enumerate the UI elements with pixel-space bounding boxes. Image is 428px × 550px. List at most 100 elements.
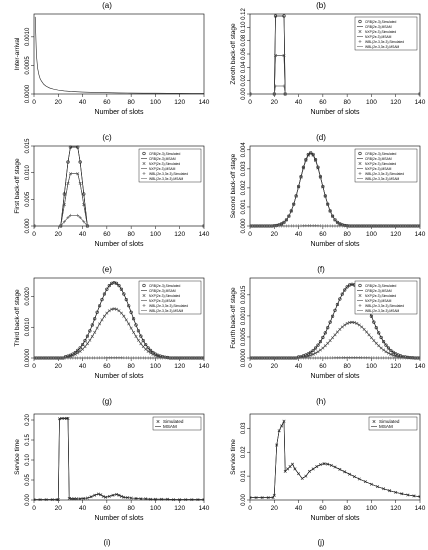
legend-box — [368, 416, 418, 431]
legend-entry: WBL(2e-3,3e-3),Simulated — [149, 172, 188, 176]
x-tick-label: 0 — [248, 363, 252, 370]
data-point — [323, 331, 327, 335]
data-point — [97, 304, 102, 308]
chart-c: 0 20 40 60 80 100 120 140 0.000 0.005 0.010 0.015 Nu… — [14, 138, 210, 248]
x-tick-label: 100 — [366, 505, 377, 512]
x-tick-label: 120 — [174, 363, 185, 370]
x-tick-label: 140 — [415, 363, 426, 370]
data-point — [93, 317, 97, 321]
data-point — [321, 335, 325, 340]
data-point — [289, 209, 293, 213]
y-axis-label: Third back-off stage — [14, 289, 21, 347]
x-tick-label: 100 — [150, 99, 161, 106]
series-group — [250, 419, 420, 500]
x-tick-label: 140 — [199, 99, 210, 106]
y-tick-label: 0.0000 — [25, 84, 31, 103]
legend-swatch — [372, 419, 376, 424]
series-line — [250, 55, 420, 95]
y-tick-label: 0.10 — [25, 454, 31, 466]
panel-label-e: (e) — [102, 265, 112, 274]
x-tick-label: 120 — [174, 505, 185, 512]
x-tick-label: 100 — [366, 363, 377, 370]
y-tick-label: 0.015 — [25, 138, 31, 154]
x-tick-label: 40 — [295, 505, 303, 512]
series-line — [250, 85, 420, 95]
y-axis-label: Zeroth back-off stage — [230, 23, 237, 85]
legend-box — [138, 280, 202, 315]
data-point — [328, 320, 332, 324]
legend-entry: WBL(2e-3,3e-3),Simulated — [365, 172, 404, 176]
legend-entry: WBL(2e-3,3e-3),MSAM — [149, 309, 184, 313]
x-tick-label: 0 — [32, 505, 36, 512]
data-point — [345, 285, 349, 289]
data-point — [141, 339, 145, 343]
series-line — [34, 418, 204, 500]
x-tick-label: 40 — [295, 99, 303, 106]
legend-entry: CRB(2e-3),MSAM — [365, 157, 392, 161]
legend-entry: NXP(2e-3),MSAM — [365, 167, 392, 171]
y-tick-label: 0.0005 — [241, 327, 247, 346]
x-tick-label: 20 — [271, 363, 279, 370]
x-axis-label: Number of slots — [94, 241, 144, 248]
x-tick-label: 20 — [271, 231, 279, 238]
data-point — [100, 297, 104, 302]
chart-h: 0 20 40 60 80 100 120 140 0.00 0.01 0.02 0.03 Number… — [230, 413, 426, 522]
panel-label-c: (c) — [102, 133, 112, 142]
data-point — [330, 214, 335, 218]
x-tick-label: 20 — [55, 363, 63, 370]
x-tick-label: 0 — [32, 231, 36, 238]
x-tick-label: 100 — [150, 231, 161, 238]
data-point — [333, 218, 337, 222]
x-tick-label: 120 — [390, 231, 401, 238]
x-tick-label: 0 — [248, 231, 252, 238]
chart-a: 0 20 40 60 80 100 120 140 0.0000 0.0005 0.0010 Numb… — [14, 13, 210, 116]
data-point — [418, 92, 420, 96]
x-tick-label: 60 — [319, 505, 327, 512]
data-point — [284, 218, 289, 222]
legend-swatch — [358, 40, 362, 43]
x-tick-label: 60 — [103, 231, 111, 238]
legend-box — [354, 280, 418, 315]
panel-label-f: (f) — [317, 265, 325, 274]
y-tick-label: 0.00 — [241, 494, 247, 506]
x-tick-label: 140 — [199, 505, 210, 512]
y-axis-label: Fourth back-off stage — [230, 287, 237, 349]
panel-label-h: (h) — [316, 397, 326, 406]
y-tick-label: 0.0020 — [25, 287, 31, 306]
y-tick-label: 0.0000 — [25, 348, 31, 367]
x-axis-label: Number of slots — [310, 109, 360, 116]
data-point — [144, 342, 148, 347]
legend: CRB(2e-3),SimulatedCRB(2e-3),MSAMNXP(2e-… — [138, 280, 202, 315]
series-group — [250, 151, 420, 228]
y-tick-label: 0.04 — [241, 61, 247, 73]
y-tick-label: 0.010 — [25, 164, 31, 180]
data-point — [34, 498, 36, 502]
y-tick-label: 0.004 — [241, 142, 247, 158]
data-point — [389, 348, 393, 353]
y-tick-label: 0.000 — [241, 218, 247, 234]
y-tick-label: 0.00 — [241, 88, 247, 100]
plot-frame — [249, 413, 421, 501]
data-point — [80, 342, 85, 347]
series-line — [250, 421, 420, 498]
legend-box — [354, 148, 418, 183]
x-tick-label: 100 — [366, 99, 377, 106]
x-axis-label: Number of slots — [94, 515, 144, 522]
x-tick-label: 80 — [128, 231, 136, 238]
chart-g: 0 20 40 60 80 100 120 140 0.00 0.05 0.10 0.15 0.20 Nu… — [14, 414, 210, 522]
series-line — [34, 215, 204, 227]
data-point — [129, 310, 133, 314]
data-point — [117, 284, 121, 288]
data-point — [418, 356, 420, 360]
legend-entry: CRB(2e-3),Simulated — [365, 20, 396, 24]
legend-entry: NXP(2e-3),MSAM — [365, 35, 392, 39]
x-tick-label: 140 — [199, 363, 210, 370]
legend: CRB(2e-3),SimulatedCRB(2e-3),MSAMNXP(2e-… — [354, 280, 418, 315]
x-axis-label: Number of slots — [310, 515, 360, 522]
data-point — [381, 339, 386, 344]
data-point — [114, 281, 119, 285]
y-tick-label: 0.0005 — [25, 56, 31, 75]
legend-swatch — [358, 29, 362, 34]
legend-entry: WBL(2e-3,3e-3),MSAM — [365, 45, 400, 49]
